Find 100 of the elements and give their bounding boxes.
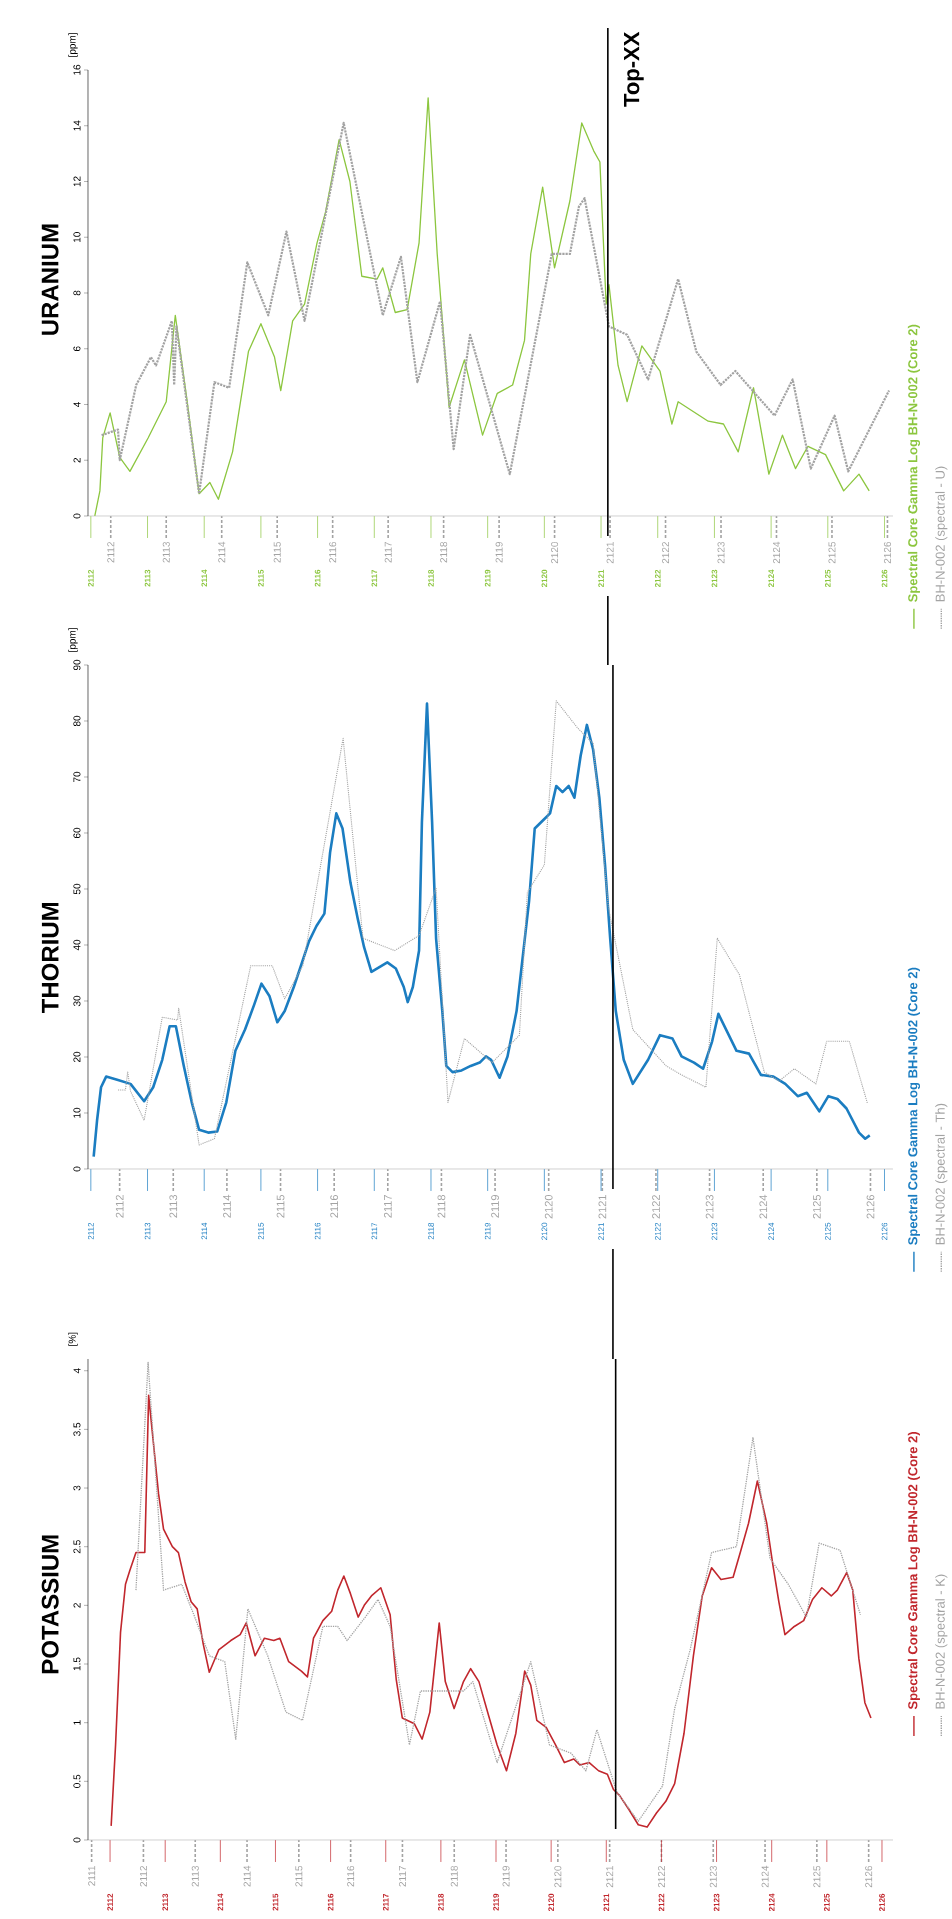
x-tick-label: 2126 [879,1893,885,1912]
x2-tick-label: 2119 [491,1195,499,1218]
x-tick-label: 2125 [824,1893,830,1912]
x-tick-label: 2122 [658,1893,665,1912]
y-tick-label: 6 [73,346,81,352]
y-tick-label: 0 [73,1166,81,1172]
y-tick-label: 3.5 [73,1422,81,1436]
y-axis-title: [ppm] [68,33,78,57]
x2-tick-label: 2114 [243,1865,251,1887]
x2-tick-label: 2115 [276,1195,285,1218]
x2-tick-label: 2120 [554,1865,562,1888]
x-tick-label: 2115 [258,1222,264,1240]
y-tick-label: 20 [73,1051,81,1063]
x2-tick-label: 2116 [330,1195,339,1218]
y-tick-label: 14 [73,120,81,131]
x-tick-label: 2113 [144,569,151,587]
y-tick-label: 8 [73,290,81,296]
x2-tick-label: 2126 [866,1195,875,1219]
y-tick-label: 12 [73,176,81,187]
x2-tick-label: 2115 [295,1865,303,1887]
text: THORIUM [41,902,59,1014]
x2-tick-label: 2112 [115,1195,124,1218]
x2-tick-label: 2113 [191,1865,199,1887]
x-tick-label: 2117 [382,1893,389,1911]
y-tick-label: 2 [73,1603,81,1608]
text: Spectral Core Gamma Log BH-N-002 (Core 2) [907,967,921,1245]
x-tick-label: 2120 [541,569,548,588]
text: Spectral Core Gamma Log BH-N-002 (Core 2) [907,1432,921,1710]
x-tick-label: 2114 [217,1893,224,1911]
x2-tick-label: 2113 [162,541,170,563]
x2-tick-label: 2117 [384,542,392,563]
x-tick-label: 2118 [428,569,434,587]
x-tick-label: 2113 [144,1222,151,1240]
x2-tick-label: 2115 [273,541,281,563]
y-tick-label: 1.5 [73,1657,81,1671]
x-tick-label: 2121 [598,569,604,588]
y-tick-label: 0 [73,1837,81,1843]
y-tick-label: 3 [73,1485,81,1491]
x2-tick-label: 2118 [437,1195,446,1218]
y-tick-label: 4 [73,1368,81,1374]
x-tick-label: 2119 [493,1893,499,1911]
x-tick-label: 2124 [768,1222,774,1240]
x-tick-label: 2123 [711,569,718,588]
x2-tick-label: 2120 [544,1194,553,1219]
x2-tick-label: 2117 [383,1195,392,1218]
x2-tick-label: 2121 [606,1866,614,1888]
y-tick-label: 30 [73,995,81,1007]
text: Spectral Core Gamma Log BH-N-002 (Core 2) [907,324,921,602]
y-tick-label: 4 [73,402,81,408]
x2-tick-label: 2114 [218,541,226,563]
x2-tick-label: 2124 [761,1865,769,1888]
y-tick-label: 0 [73,513,81,519]
x2-tick-label: 2126 [883,541,891,564]
x-tick-label: 2125 [824,1222,831,1240]
x2-tick-label: 2116 [347,1865,355,1887]
x-tick-label: 2119 [484,1222,491,1240]
x-tick-label: 2122 [654,569,661,588]
y-tick-label: 70 [73,771,81,783]
x2-tick-label: 2114 [223,1194,231,1218]
y-tick-label: 80 [73,715,81,727]
x-tick-label: 2116 [327,1893,334,1911]
x2-tick-label: 2118 [450,1865,458,1887]
x2-tick-label: 2121 [606,542,614,564]
x-tick-label: 2124 [768,569,774,588]
x2-tick-label: 2126 [865,1865,873,1888]
x-tick-label: 2116 [314,1222,321,1240]
x2-tick-label: 2122 [652,1195,660,1219]
y-tick-label: 0.5 [73,1774,81,1788]
x2-tick-label: 2123 [709,1865,717,1888]
x2-tick-label: 2112 [107,542,115,563]
x2-tick-label: 2121 [598,1195,607,1219]
x-tick-label: 2115 [272,1893,279,1911]
x-tick-label: 2126 [881,1222,888,1240]
x2-tick-label: 2116 [329,541,337,563]
y-tick-label: 10 [73,232,81,243]
text: BH-N-002 (spectral - Th) [935,1103,948,1245]
x-tick-label: 2124 [768,1893,775,1912]
x-tick-label: 2113 [162,1893,169,1911]
text: URANIUM [41,224,59,335]
y-tick-label: 40 [73,939,81,951]
x2-tick-label: 2125 [812,1195,821,1219]
x-tick-label: 2121 [603,1893,610,1912]
y-tick-label: 1 [73,1720,81,1725]
x-tick-label: 2118 [438,1893,444,1911]
x-tick-label: 2118 [428,1222,434,1240]
x-tick-label: 2112 [88,1222,94,1240]
x-tick-label: 2120 [548,1893,554,1912]
x2-tick-label: 2119 [502,1865,510,1887]
text: POTASSIUM [41,1535,59,1674]
x2-tick-label: 2122 [662,542,670,564]
x-tick-label: 2123 [711,1222,718,1240]
y-axis-title: [%] [68,1332,78,1346]
x-tick-label: 2119 [484,569,491,587]
x-tick-label: 2121 [598,1222,604,1240]
x2-tick-label: 2125 [828,541,836,564]
x-tick-label: 2117 [371,1222,378,1240]
x2-tick-label: 2123 [717,541,725,564]
x-tick-label: 2114 [201,1222,208,1240]
x2-tick-label: 2118 [440,541,448,563]
x2-tick-label: 2113 [169,1195,178,1218]
